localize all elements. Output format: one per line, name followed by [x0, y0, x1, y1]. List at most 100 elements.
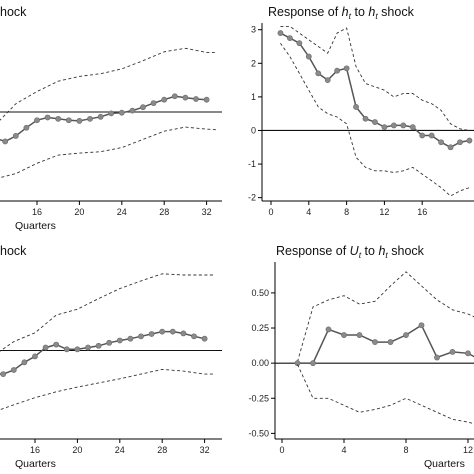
- irf-point: [353, 104, 359, 110]
- irf-point: [286, 35, 293, 42]
- irf-point: [97, 113, 104, 120]
- x-tick-label: 16: [417, 207, 427, 217]
- irf-point: [171, 93, 178, 100]
- y-tick-label: -2: [248, 193, 256, 203]
- irf-point: [193, 96, 199, 102]
- irf-point: [138, 333, 144, 340]
- y-tick-label: -0.25: [248, 393, 269, 403]
- irf-point: [387, 339, 394, 345]
- irf-point: [310, 360, 316, 367]
- ci-upper-line: [0, 47, 218, 121]
- irf-point: [95, 342, 102, 349]
- irf-point: [55, 115, 62, 122]
- irf-point: [465, 350, 471, 357]
- y-tick-label: 3: [251, 25, 256, 35]
- x-tick-label: 4: [341, 445, 346, 455]
- irf-point: [428, 132, 435, 139]
- y-tick-label: -0.50: [248, 428, 269, 438]
- irf-point: [0, 371, 7, 377]
- irf-line: [0, 95, 207, 143]
- irf-point: [53, 341, 60, 348]
- x-tick-label: 28: [159, 207, 169, 217]
- irf-point: [356, 332, 363, 338]
- ci-lower-line: [0, 126, 218, 179]
- irf-point: [21, 359, 28, 366]
- x-tick-label: 16: [30, 445, 40, 455]
- irf-point: [150, 100, 157, 106]
- irf-point: [44, 114, 51, 121]
- ci-upper-line: [297, 271, 474, 362]
- x-tick-label: 20: [74, 207, 84, 217]
- panel-4-title: Response of Ut to ht shock: [276, 244, 425, 260]
- irf-point: [403, 332, 409, 338]
- irf-point: [106, 339, 113, 346]
- y-tick-label: 0.00: [251, 358, 269, 368]
- panel-3-xlabel: Quarters: [15, 458, 56, 470]
- panel-3: 16 20 24 28 32: [0, 273, 222, 455]
- irf-point: [23, 124, 30, 131]
- y-tick-label: 1: [251, 92, 256, 102]
- ci-upper-line: [0, 273, 216, 352]
- irf-point: [140, 104, 146, 111]
- panel-2-title: Response of ht to ht shock: [268, 5, 415, 21]
- irf-point: [294, 360, 301, 367]
- ci-upper-line: [280, 25, 470, 131]
- x-tick-label: 16: [32, 207, 42, 217]
- ci-lower-line: [280, 42, 470, 197]
- irf-point: [148, 331, 155, 337]
- irf-point: [296, 40, 303, 47]
- x-tick-label: 28: [157, 445, 167, 455]
- irf-point: [191, 333, 197, 340]
- x-tick-label: 20: [72, 445, 82, 455]
- irf-point: [76, 118, 83, 124]
- irf-point: [334, 67, 341, 74]
- y-tick-label: 0.50: [251, 288, 269, 298]
- x-tick-label: 0: [279, 445, 284, 455]
- irf-point: [418, 322, 425, 329]
- irf-point: [10, 367, 17, 373]
- irf-point: [325, 326, 332, 333]
- irf-point: [305, 53, 312, 60]
- plot-area: [0, 273, 222, 411]
- irf-point: [341, 332, 347, 338]
- x-tick-label: 4: [306, 207, 311, 217]
- irf-point: [434, 354, 440, 361]
- plot-area: [262, 25, 474, 197]
- irf-point: [182, 94, 189, 101]
- irf-point: [74, 346, 81, 353]
- irf-point: [447, 144, 454, 151]
- irf-point: [12, 133, 19, 139]
- irf-point: [32, 353, 38, 360]
- plot-area: [275, 271, 474, 425]
- panel-1: 16 20 24 28 32: [0, 47, 222, 217]
- irf-point: [161, 96, 168, 103]
- plot-area: [0, 47, 222, 179]
- irf-point: [118, 109, 125, 116]
- y-tick-label: 0: [251, 125, 256, 135]
- x-tick-label: 24: [115, 445, 125, 455]
- irf-point: [63, 346, 70, 353]
- irf-point: [129, 107, 136, 114]
- irf-point: [87, 115, 93, 122]
- x-tick-label: 24: [117, 207, 127, 217]
- irf-point: [201, 335, 208, 342]
- irf-point: [116, 337, 123, 344]
- y-tick-label: 2: [251, 58, 256, 68]
- irf-point: [324, 77, 331, 83]
- irf-point: [203, 96, 210, 103]
- irf-point: [108, 110, 115, 117]
- panel-4: -0.50 -0.25 0.00 0.25 0.50 0 4 8 12: [248, 262, 474, 455]
- irf-point: [381, 124, 388, 131]
- ci-lower-line: [297, 364, 474, 425]
- panel-4-xlabel: Quarters: [424, 458, 465, 470]
- irf-point: [438, 139, 444, 146]
- irf-point: [277, 30, 284, 36]
- ci-lower-line: [0, 368, 216, 411]
- irf-point: [466, 137, 473, 144]
- x-tick-label: 12: [463, 445, 473, 455]
- irf-point: [2, 138, 9, 145]
- irf-point: [42, 344, 49, 351]
- panel-3-title: hock: [0, 244, 27, 258]
